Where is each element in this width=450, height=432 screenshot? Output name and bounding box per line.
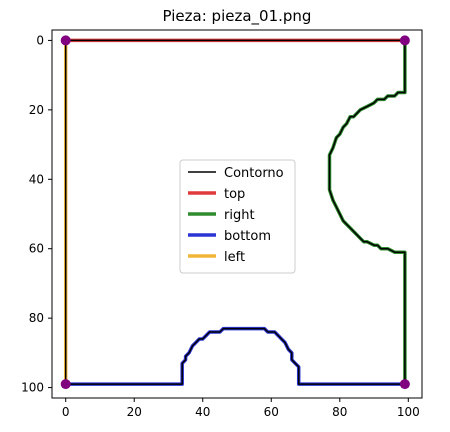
legend-label: bottom <box>224 229 271 244</box>
corner-marker <box>399 379 410 390</box>
legend-label: top <box>224 187 245 202</box>
legend-label: left <box>224 250 245 265</box>
x-tick-label: 20 <box>127 405 142 419</box>
y-tick-label: 80 <box>29 311 44 325</box>
series-line-contorno <box>64 39 406 385</box>
y-tick-label: 60 <box>29 242 44 256</box>
y-tick-label: 0 <box>36 33 44 47</box>
series-layer <box>63 38 407 386</box>
x-tick-label: 40 <box>195 405 210 419</box>
corner-markers <box>60 35 410 390</box>
x-tick-label: 80 <box>332 405 347 419</box>
corner-marker <box>60 35 71 46</box>
x-tick-label: 0 <box>62 405 70 419</box>
legend-label: right <box>224 208 255 223</box>
plot-border <box>51 29 423 399</box>
chart-title: Pieza: pieza_01.png <box>163 7 312 26</box>
legend-label: Contorno <box>224 166 284 181</box>
y-tick-label: 20 <box>29 103 44 117</box>
legend: Contorno top right bottom left <box>179 159 296 274</box>
y-tick-label: 40 <box>29 172 44 186</box>
x-axis: 0 20 40 60 80 100 <box>62 398 420 419</box>
x-tick-label: 100 <box>397 405 420 419</box>
legend-box <box>179 159 296 274</box>
x-tick-label: 60 <box>264 405 279 419</box>
corner-marker <box>399 35 410 46</box>
y-axis: 0 20 40 60 80 100 <box>21 33 52 395</box>
corner-marker <box>60 379 71 390</box>
y-tick-label: 100 <box>21 381 44 395</box>
